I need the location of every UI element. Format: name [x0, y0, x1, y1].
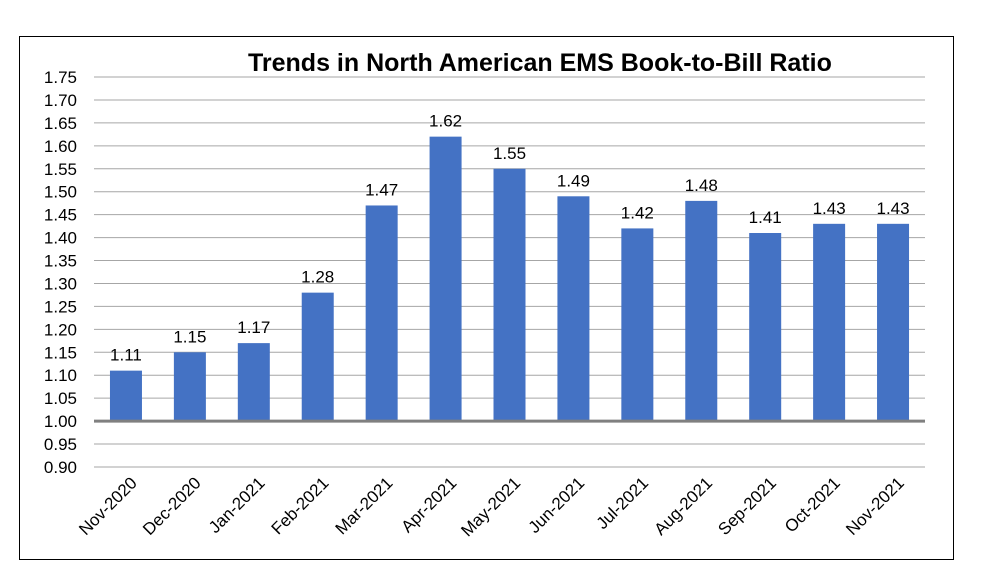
data-label: 1.15 — [173, 327, 206, 346]
chart-title: Trends in North American EMS Book-to-Bil… — [248, 49, 832, 77]
y-tick-label: 1.00 — [44, 412, 77, 431]
data-label: 1.42 — [621, 203, 654, 222]
x-tick-label: Aug-2021 — [651, 473, 717, 539]
bar-sep-2021 — [749, 233, 782, 422]
data-labels: 1.11 1.15 1.17 1.28 1.47 1.62 1.55 1.49 1.42 1.48… — [110, 112, 910, 365]
y-tick-label: 1.05 — [44, 389, 77, 408]
y-tick-label: 1.20 — [44, 320, 77, 339]
y-tick-label: 1.75 — [44, 68, 77, 87]
x-tick-label: Nov-2021 — [842, 473, 908, 539]
data-label: 1.49 — [557, 171, 590, 190]
y-tick-label: 1.65 — [44, 114, 77, 133]
x-tick-label: Jun-2021 — [525, 473, 589, 537]
bar-mar-2021 — [365, 205, 398, 422]
bar-aug-2021 — [685, 200, 718, 422]
bar-may-2021 — [493, 168, 526, 422]
y-tick-label: 1.45 — [44, 206, 77, 225]
data-label: 1.11 — [110, 346, 142, 365]
y-tick-label: 1.15 — [44, 343, 77, 362]
data-label: 1.17 — [237, 318, 270, 337]
x-tick-label: Mar-2021 — [332, 473, 397, 538]
bar-nov-2021 — [877, 223, 910, 422]
bar-jun-2021 — [557, 196, 590, 422]
y-tick-label: 1.40 — [44, 229, 77, 248]
y-tick-label: 1.70 — [44, 91, 77, 110]
data-label: 1.43 — [876, 199, 909, 218]
x-tick-label: Feb-2021 — [268, 473, 333, 538]
bar-apr-2021 — [429, 136, 462, 422]
bars — [109, 136, 910, 422]
x-tick-label: Jul-2021 — [593, 473, 653, 533]
y-tick-label: 1.10 — [44, 366, 77, 385]
y-tick-label: 1.25 — [44, 297, 77, 316]
y-tick-label: 0.90 — [44, 458, 77, 477]
bar-jan-2021 — [237, 343, 270, 422]
x-tick-label: Apr-2021 — [398, 473, 461, 536]
bar-nov-2020 — [109, 370, 142, 422]
y-tick-label: 1.55 — [44, 160, 77, 179]
x-tick-label: Nov-2020 — [75, 473, 141, 539]
data-label: 1.41 — [749, 208, 782, 227]
y-tick-label: 1.30 — [44, 274, 77, 293]
data-label: 1.62 — [429, 112, 462, 131]
bar-dec-2020 — [173, 352, 206, 422]
x-tick-label: Jan-2021 — [205, 473, 269, 537]
bar-feb-2021 — [301, 292, 334, 422]
y-tick-label: 1.60 — [44, 137, 77, 156]
data-label: 1.43 — [813, 199, 846, 218]
y-tick-label: 1.35 — [44, 252, 77, 271]
y-tick-label: 0.95 — [44, 435, 77, 454]
x-tick-label: Dec-2020 — [139, 473, 205, 539]
y-tick-label: 1.50 — [44, 183, 77, 202]
data-label: 1.55 — [493, 144, 526, 163]
y-axis-tick-labels: 0.90 0.95 1.00 1.05 1.10 1.15 1.20 1.25 1.30 1.35… — [44, 68, 77, 477]
x-tick-label: May-2021 — [457, 473, 524, 540]
bar-jul-2021 — [621, 228, 654, 422]
data-label: 1.48 — [685, 176, 718, 195]
x-tick-label: Oct-2021 — [781, 473, 844, 536]
data-label: 1.28 — [301, 268, 334, 287]
x-tick-label: Sep-2021 — [714, 473, 780, 539]
data-label: 1.47 — [365, 180, 398, 199]
bar-oct-2021 — [813, 223, 846, 422]
